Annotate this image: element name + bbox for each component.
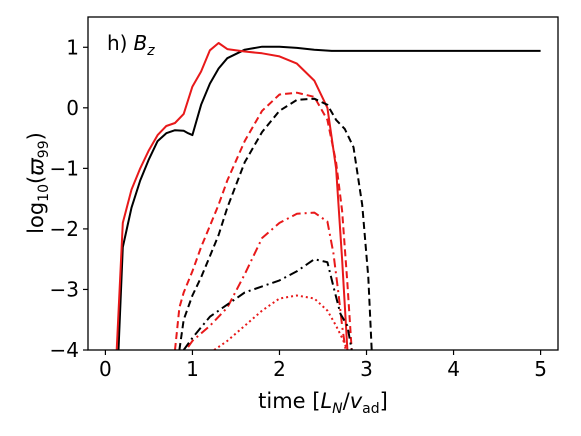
x-tick-label: 4	[447, 357, 460, 381]
panel-label: h) Bz	[107, 31, 155, 59]
panel-label-prefix: h)	[107, 31, 127, 55]
y-tick-label: −4	[50, 338, 79, 362]
x-tick-label: 1	[186, 357, 199, 381]
series-line-5	[187, 211, 347, 350]
x-tick-label: 3	[360, 357, 373, 381]
panel-label-symbol: B	[133, 31, 147, 55]
series-line-1	[117, 45, 541, 350]
x-tick-label: 5	[534, 357, 547, 381]
y-tick-label: 1	[66, 35, 79, 59]
x-tick-label: 0	[99, 357, 112, 381]
x-tick-label: 2	[273, 357, 286, 381]
series-line-2	[115, 42, 349, 350]
x-axis: 0 1 2 3 4 5	[99, 350, 547, 381]
series-line-3	[174, 91, 353, 350]
y-axis: −4 −3 −2 −1 0 1	[50, 35, 88, 362]
series-line-4	[178, 97, 373, 350]
plot-frame	[87, 16, 559, 351]
series-line-6	[182, 258, 353, 350]
series-line-7	[213, 294, 349, 350]
x-axis-label: time [LN/vad]	[258, 389, 388, 417]
panel-label-subscript: z	[146, 43, 155, 59]
y-tick-label: 0	[66, 96, 79, 120]
series-layer	[115, 42, 541, 350]
y-tick-label: −1	[50, 156, 79, 180]
y-tick-label: −3	[50, 277, 79, 301]
y-tick-label: −2	[50, 217, 79, 241]
